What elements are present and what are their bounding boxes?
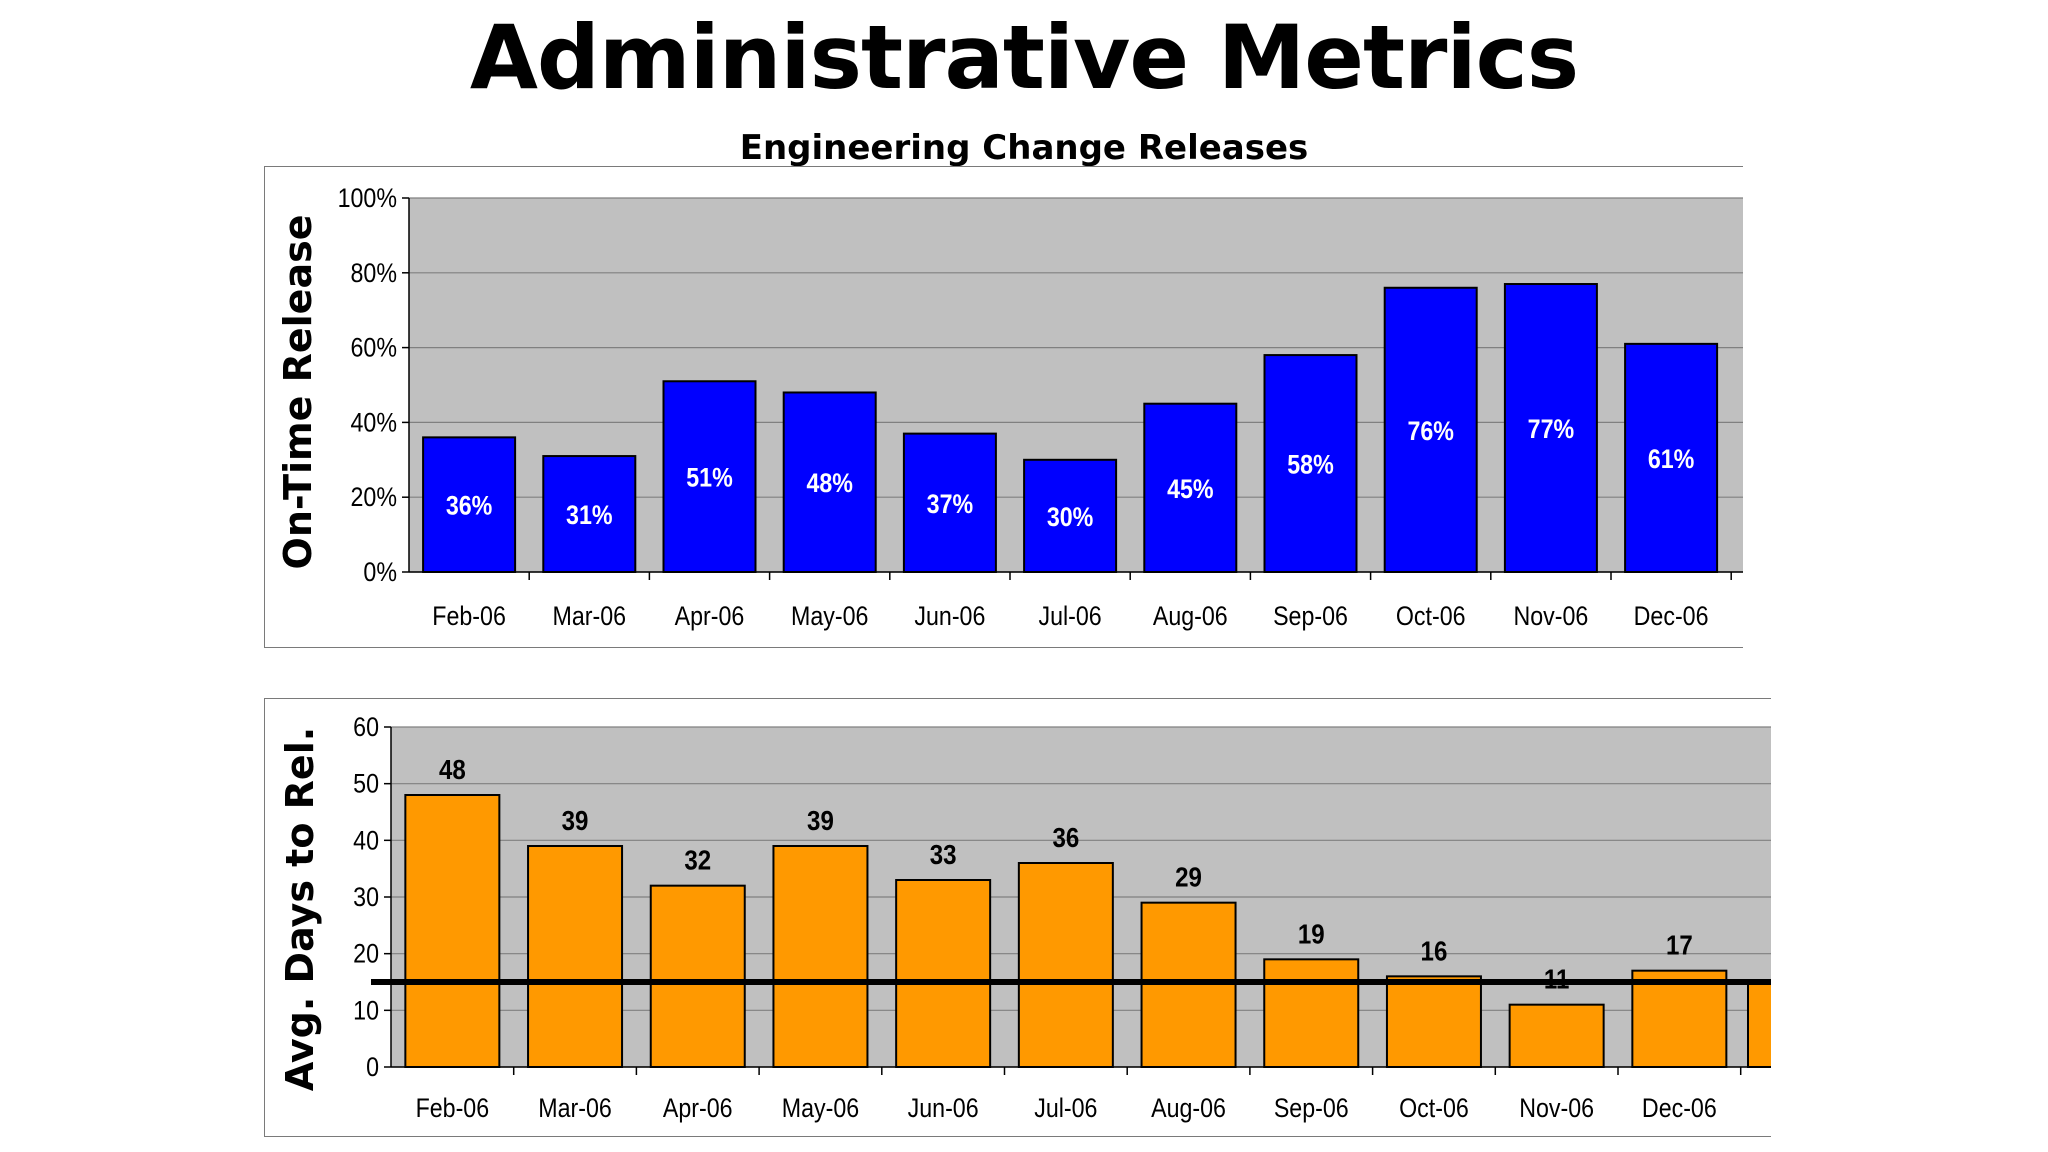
release-data-label: 61% xyxy=(1648,444,1694,474)
release-data-label: 36% xyxy=(446,491,492,521)
days-bar xyxy=(895,879,992,1068)
release-y-axis-title: On-Time Release xyxy=(276,215,320,570)
days-ytick-label: 0 xyxy=(366,1052,379,1082)
release-ytick-label: 0% xyxy=(363,557,397,587)
release-bar xyxy=(1624,342,1719,573)
avg-days-to-release-chart: 0 10 20 30 40 50 60 Feb-06 48 Mar-06 39 Apr-06 32 May… xyxy=(264,698,1771,1137)
release-category-label: Mar-06 xyxy=(553,601,627,631)
days-bar xyxy=(1017,862,1114,1068)
days-category-label: Apr-06 xyxy=(663,1093,733,1123)
release-category-label: Nov-06 xyxy=(1513,601,1588,631)
days-ytick-label: 60 xyxy=(353,712,379,742)
release-category-label: Jun-06 xyxy=(914,601,985,631)
days-category-label: Jun-06 xyxy=(908,1093,979,1123)
release-bar xyxy=(542,455,637,573)
release-bar xyxy=(1023,458,1118,573)
release-data-label: 77% xyxy=(1528,414,1574,444)
release-ytick-label: 80% xyxy=(351,258,397,288)
release-category-label: Dec-06 xyxy=(1634,601,1709,631)
days-bar xyxy=(1385,975,1482,1069)
days-data-label: 17 xyxy=(1666,929,1693,961)
release-category-label: Aug-06 xyxy=(1153,601,1228,631)
days-bar xyxy=(527,845,624,1068)
days-ytick-label: 40 xyxy=(353,826,379,856)
days-category-label: Oct-06 xyxy=(1399,1093,1469,1123)
release-category-label: Oct-06 xyxy=(1396,601,1466,631)
days-bar xyxy=(1263,958,1360,1069)
days-ytick-label: 50 xyxy=(353,769,379,799)
page-title: Administrative Metrics xyxy=(469,6,1579,109)
days-data-label: 48 xyxy=(439,753,466,785)
release-data-label: 30% xyxy=(1047,502,1093,532)
release-category-label: May-06 xyxy=(791,601,868,631)
release-bar xyxy=(1263,354,1358,573)
release-bar xyxy=(1143,402,1238,573)
days-data-label: 39 xyxy=(562,804,589,836)
release-data-label: 48% xyxy=(806,469,852,499)
days-bar xyxy=(1508,1003,1605,1068)
days-data-label: 39 xyxy=(807,804,834,836)
release-ytick-label: 40% xyxy=(351,408,397,438)
days-bar xyxy=(1631,969,1728,1068)
days-category-label: Dec-06 xyxy=(1642,1093,1717,1123)
release-ytick-label: 20% xyxy=(351,483,397,513)
days-bar-partial xyxy=(1747,981,1771,1068)
on-time-release-chart: 0% 20% 40% 60% 80% 100% Feb-06 36% Mar-06 31% Apr-… xyxy=(264,166,1743,648)
days-ytick-label: 30 xyxy=(353,882,379,912)
release-ytick-label: 100% xyxy=(338,183,397,213)
release-data-label: 31% xyxy=(566,500,612,530)
release-data-label: 51% xyxy=(686,463,732,493)
release-bar xyxy=(1383,286,1478,573)
days-category-label: Nov-06 xyxy=(1519,1093,1594,1123)
days-category-label: Sep-06 xyxy=(1274,1093,1349,1123)
chart-subtitle: Engineering Change Releases xyxy=(739,128,1309,168)
days-y-axis-title: Avg. Days to Rel. xyxy=(278,727,322,1091)
days-category-label: Aug-06 xyxy=(1151,1093,1226,1123)
release-bar xyxy=(422,436,517,573)
release-data-label: 76% xyxy=(1407,416,1453,446)
days-bar xyxy=(649,884,746,1068)
on-time-release-chart-svg: 0% 20% 40% 60% 80% 100% Feb-06 36% Mar-06 31% Apr-… xyxy=(276,183,1743,631)
days-category-label: Jul-06 xyxy=(1034,1093,1097,1123)
release-category-label: Jul-06 xyxy=(1038,601,1101,631)
days-ytick-label: 10 xyxy=(353,996,379,1026)
release-data-label: 58% xyxy=(1287,450,1333,480)
release-bar xyxy=(1503,283,1598,574)
release-data-label: 37% xyxy=(927,489,973,519)
days-ytick-label: 20 xyxy=(353,939,379,969)
release-category-label: Sep-06 xyxy=(1273,601,1348,631)
release-data-label: 45% xyxy=(1167,474,1213,504)
days-bar xyxy=(772,845,869,1068)
release-bar xyxy=(662,380,757,573)
days-category-label: Mar-06 xyxy=(538,1093,612,1123)
days-data-label: 36 xyxy=(1052,821,1079,853)
release-category-label: Feb-06 xyxy=(432,601,506,631)
release-bar xyxy=(902,432,997,573)
days-data-label: 29 xyxy=(1175,861,1202,893)
days-category-label: May-06 xyxy=(782,1093,859,1123)
days-data-label: 16 xyxy=(1421,935,1448,967)
release-category-label: Apr-06 xyxy=(675,601,745,631)
days-data-label: 32 xyxy=(684,844,711,876)
days-bar xyxy=(404,794,501,1068)
days-category-label: Feb-06 xyxy=(416,1093,490,1123)
days-data-label: 19 xyxy=(1298,918,1325,950)
avg-days-to-release-chart-svg: 0 10 20 30 40 50 60 Feb-06 48 Mar-06 39 Apr-06 32 May… xyxy=(278,712,1771,1123)
release-ytick-label: 60% xyxy=(351,333,397,363)
days-data-label: 33 xyxy=(930,838,957,870)
release-bar xyxy=(782,391,877,573)
